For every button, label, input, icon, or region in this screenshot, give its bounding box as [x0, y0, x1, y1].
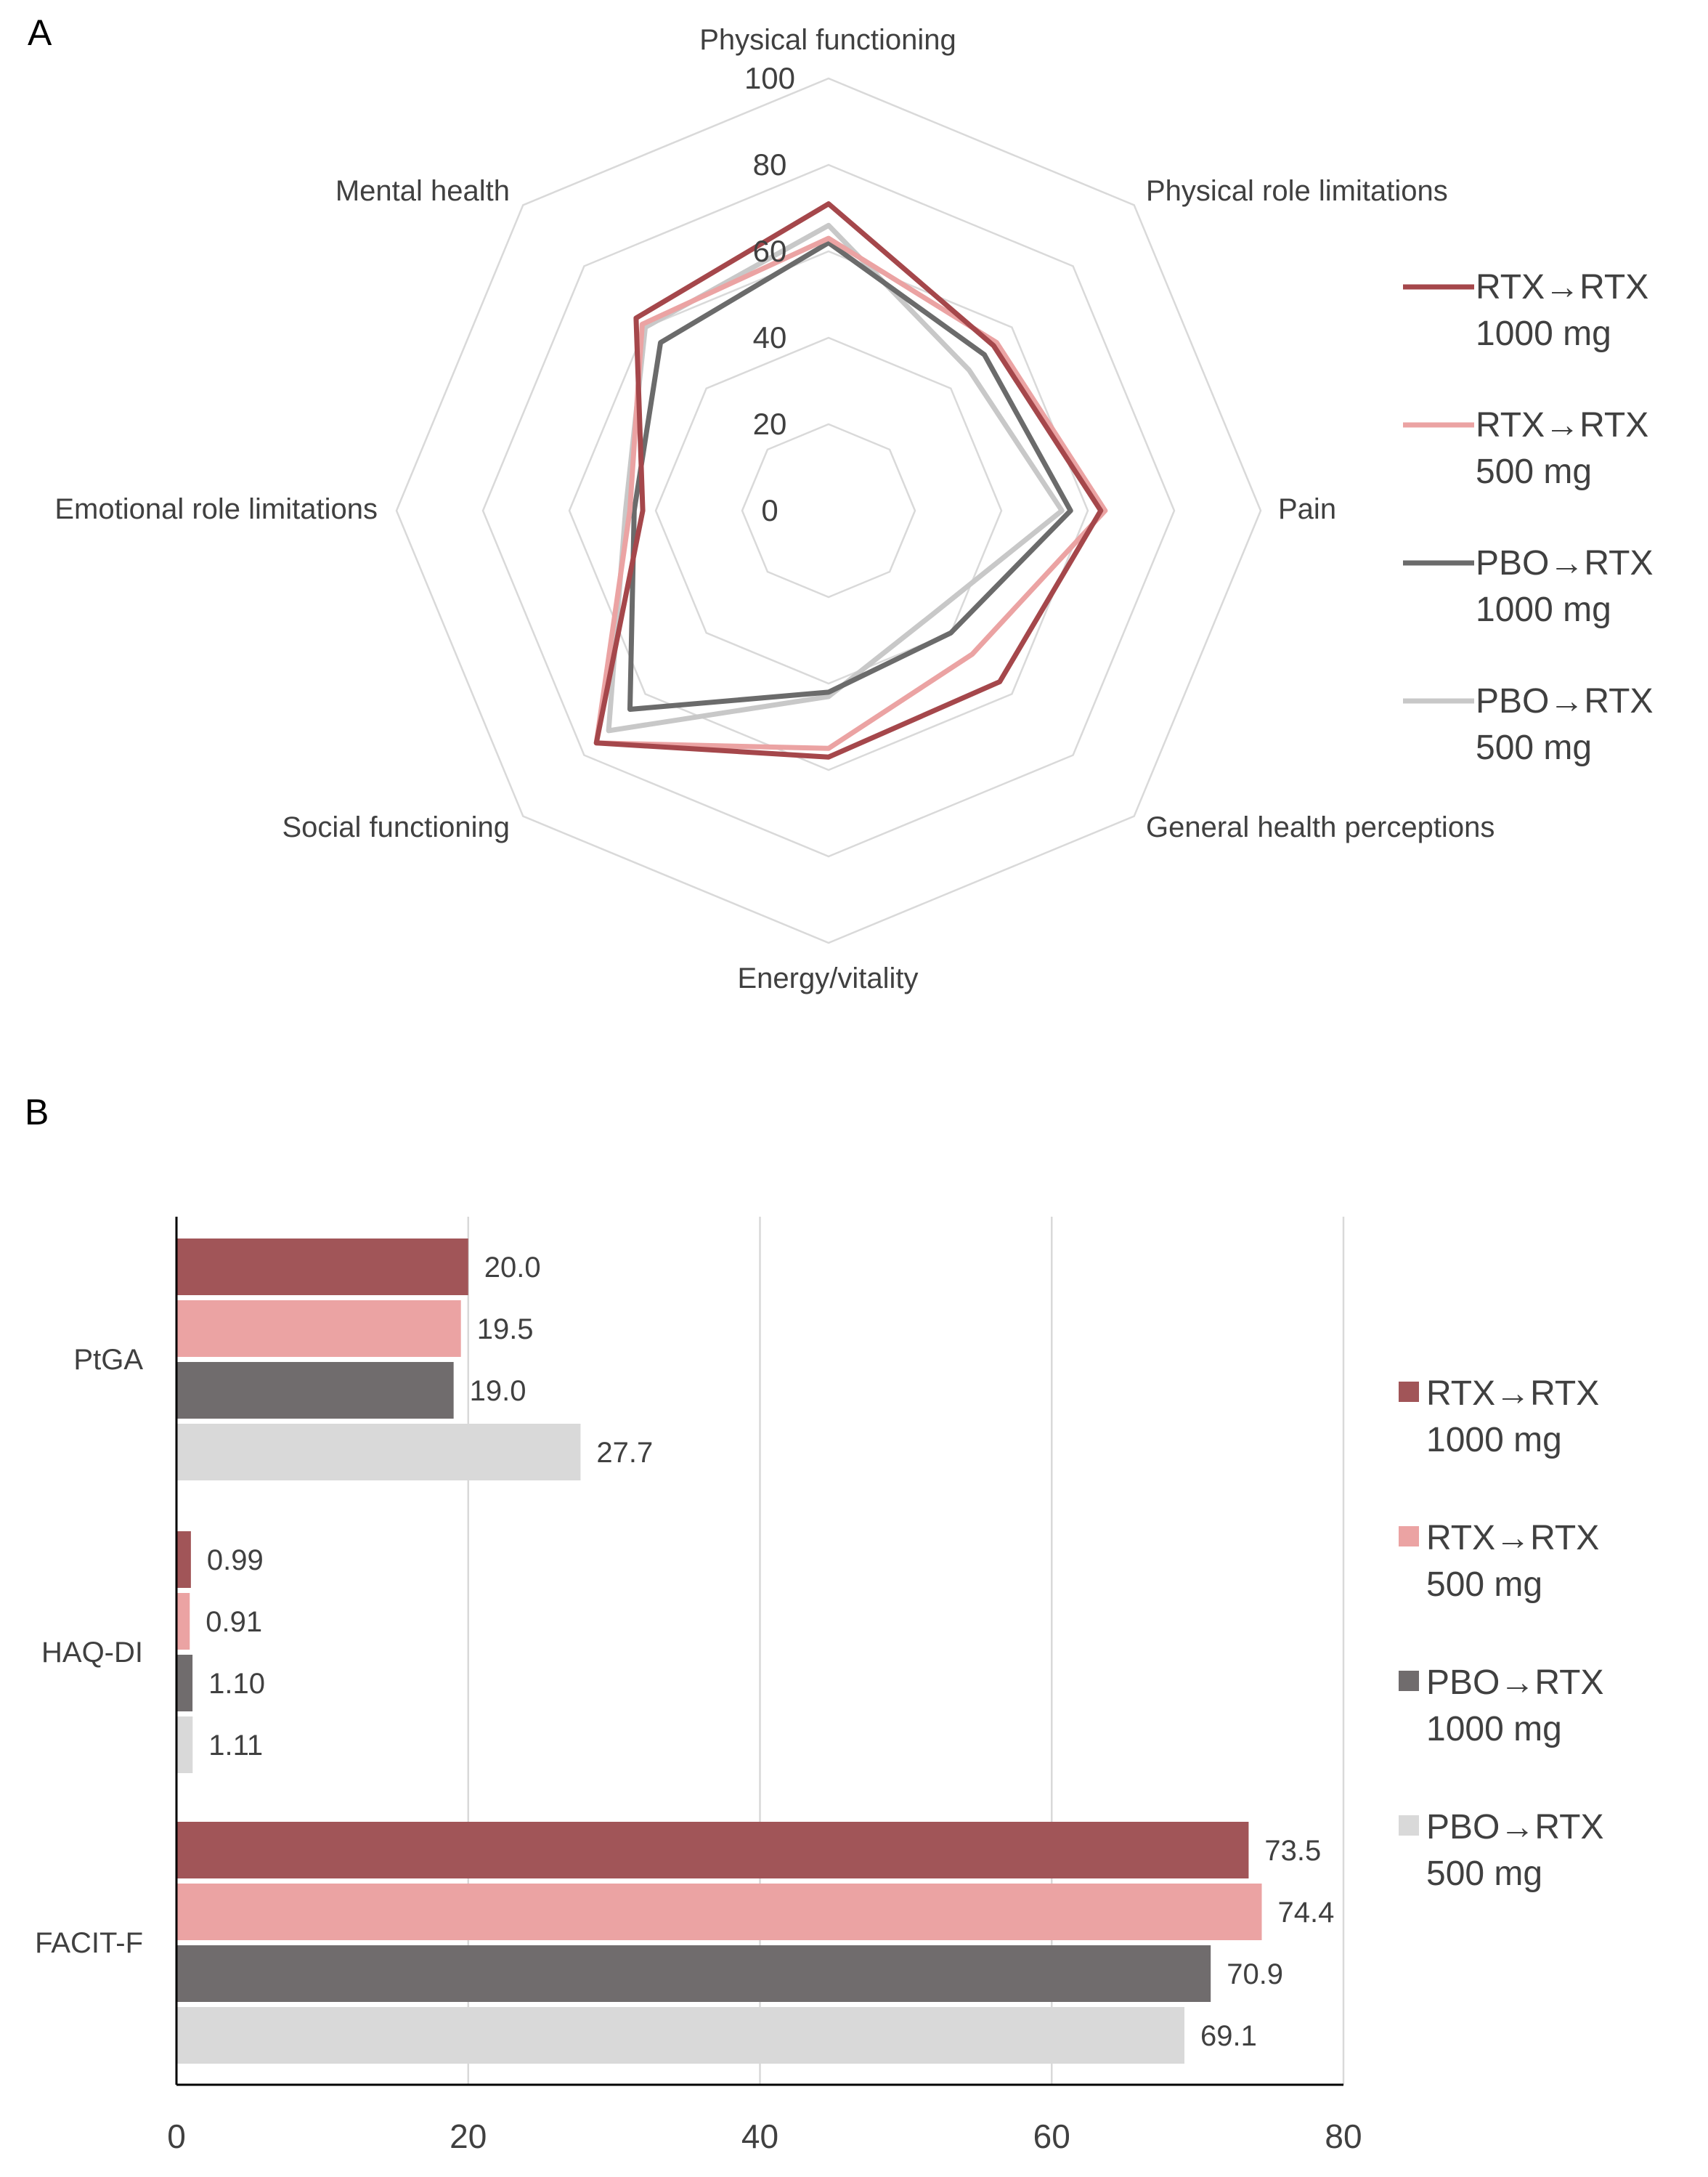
bar-facit-f-rtx-to-rtx-1000-mg — [176, 1822, 1249, 1878]
radar-axis-label-pain: Pain — [1278, 493, 1336, 525]
radar-axis-label-social-functioning: Social functioning — [282, 811, 510, 843]
bar-value-label: 19.0 — [470, 1375, 526, 1407]
bar-haq-di-pbo-to-rtx-500-mg — [176, 1716, 193, 1773]
bar-haq-di-pbo-to-rtx-1000-mg — [176, 1655, 193, 1711]
bar-facit-f-pbo-to-rtx-500-mg — [176, 2007, 1185, 2064]
radar-tick-label: 100 — [744, 61, 795, 95]
radar-tick-label: 40 — [753, 320, 787, 354]
legend-label: 500 mg — [1476, 729, 1592, 767]
bar-ptga-pbo-to-rtx-1000-mg — [176, 1362, 454, 1419]
bar-facit-f-pbo-to-rtx-1000-mg — [176, 1945, 1211, 2002]
bar-haq-di-rtx-to-rtx-500-mg — [176, 1593, 190, 1650]
x-tick-label: 20 — [450, 2117, 487, 2155]
legend-label: 500 mg — [1426, 1565, 1542, 1604]
legend-label: RTX→RTX — [1476, 406, 1648, 445]
legend-swatch — [1399, 1526, 1419, 1546]
bar-value-label: 0.91 — [206, 1606, 262, 1638]
x-tick-label: 80 — [1325, 2117, 1362, 2155]
radar-tick-label: 80 — [753, 147, 787, 182]
legend-item-rtx-to-rtx-1000-mg: RTX→RTX 1000 mg — [1403, 268, 1648, 353]
legend-label: 1000 mg — [1476, 315, 1611, 353]
legend-item-pbo-to-rtx-1000-mg: PBO→RTX 1000 mg — [1403, 544, 1654, 629]
bar-ptga-rtx-to-rtx-1000-mg — [176, 1239, 468, 1295]
legend-swatch — [1399, 1671, 1419, 1691]
bar-value-label: 1.11 — [208, 1730, 263, 1762]
legend-swatch — [1399, 1382, 1419, 1402]
x-tick-label: 60 — [1033, 2117, 1070, 2155]
radar-series-pbo-to-rtx-1000-mg — [627, 240, 1073, 712]
bar-chart-panel: B 20.0 19.5 19.0 27.7 PtGA 0.99 0.91 1.10 1.11 HA… — [25, 1092, 1604, 2155]
legend-item-rtx-to-rtx-1000-mg: RTX→RTX 1000 mg — [1399, 1374, 1599, 1459]
bar-ptga-rtx-to-rtx-500-mg — [176, 1300, 461, 1357]
legend-label: PBO→RTX — [1476, 544, 1654, 583]
bar-legend: RTX→RTX 1000 mg RTX→RTX 500 mg PBO→RTX 1000 m… — [1399, 1374, 1604, 1893]
bar-facit-f-rtx-to-rtx-500-mg — [176, 1884, 1262, 1940]
radar-axis-labels: Physical functioning Physical role limita… — [54, 24, 1494, 994]
legend-label: RTX→RTX — [1426, 1374, 1599, 1413]
legend-item-rtx-to-rtx-500-mg: RTX→RTX 500 mg — [1399, 1519, 1599, 1604]
legend-label: PBO→RTX — [1426, 1663, 1604, 1702]
bar-value-label: 19.5 — [477, 1313, 534, 1345]
bar-value-label: 73.5 — [1264, 1835, 1321, 1867]
legend-label: PBO→RTX — [1476, 682, 1654, 721]
radar-gridline-20 — [741, 423, 916, 599]
legend-label: RTX→RTX — [1426, 1519, 1599, 1557]
radar-gridline-60 — [568, 250, 1089, 771]
radar-axis-label-general-health-perceptions: General health perceptions — [1146, 811, 1494, 843]
panel-a-label: A — [28, 12, 52, 53]
bar-value-label: 1.10 — [208, 1668, 265, 1700]
x-tick-label: 0 — [167, 2117, 186, 2155]
category-label-ptga: PtGA — [73, 1344, 143, 1376]
legend-item-rtx-to-rtx-500-mg: RTX→RTX 500 mg — [1403, 406, 1648, 491]
radar-gridline-80 — [481, 163, 1176, 858]
radar-legend: RTX→RTX 1000 mg RTX→RTX 500 mg PBO→RTX 1000 m… — [1403, 268, 1654, 767]
legend-label: PBO→RTX — [1426, 1808, 1604, 1846]
legend-swatch — [1399, 1815, 1419, 1836]
legend-label: 1000 mg — [1426, 1710, 1562, 1748]
radar-axis-label-emotional-role-limitations: Emotional role limitations — [54, 493, 378, 525]
legend-label: 1000 mg — [1426, 1421, 1562, 1459]
radar-axis-label-physical-role-limitations: Physical role limitations — [1146, 175, 1448, 207]
category-label-haq-di: HAQ-DI — [41, 1637, 143, 1669]
bar-value-label: 69.1 — [1200, 2020, 1257, 2052]
radar-axis-label-mental-health: Mental health — [336, 175, 510, 207]
bar-ptga-pbo-to-rtx-500-mg — [176, 1424, 581, 1480]
panel-b-label: B — [25, 1092, 49, 1132]
bar-value-label: 0.99 — [207, 1544, 264, 1576]
category-label-facit-f: FACIT-F — [35, 1927, 143, 1959]
legend-item-pbo-to-rtx-500-mg: PBO→RTX 500 mg — [1399, 1808, 1604, 1893]
radar-tick-label: 20 — [753, 407, 787, 441]
radar-grid — [395, 77, 1262, 944]
bar-value-label: 70.9 — [1227, 1958, 1283, 1990]
legend-item-pbo-to-rtx-500-mg: PBO→RTX 500 mg — [1403, 682, 1654, 767]
bar-series: 20.0 19.5 19.0 27.7 PtGA 0.99 0.91 1.10 1.11 HAQ-… — [35, 1239, 1334, 2064]
bar-axes: 0 20 40 60 80 — [167, 1217, 1362, 2155]
radar-tick-labels: 0 20 40 60 80 100 — [744, 61, 795, 527]
radar-axis-label-physical-functioning: Physical functioning — [699, 24, 956, 56]
bar-value-label: 20.0 — [484, 1252, 541, 1284]
bar-value-label: 74.4 — [1278, 1897, 1335, 1929]
radar-series-rtx-to-rtx-1000-mg — [593, 201, 1104, 760]
bar-haq-di-rtx-to-rtx-1000-mg — [176, 1531, 191, 1588]
legend-item-pbo-to-rtx-1000-mg: PBO→RTX 1000 mg — [1399, 1663, 1604, 1748]
radar-gridline-100 — [395, 77, 1262, 944]
legend-label: RTX→RTX — [1476, 268, 1648, 307]
bar-value-label: 27.7 — [596, 1437, 653, 1469]
legend-label: 500 mg — [1426, 1854, 1542, 1893]
x-tick-label: 40 — [741, 2117, 778, 2155]
radar-gridline-40 — [654, 336, 1003, 685]
legend-label: 1000 mg — [1476, 591, 1611, 629]
radar-axis-label-energy-vitality: Energy/vitality — [738, 962, 919, 994]
radar-series — [593, 201, 1108, 760]
legend-label: 500 mg — [1476, 453, 1592, 491]
radar-tick-label: 0 — [761, 493, 778, 527]
radar-tick-label: 60 — [753, 234, 787, 268]
